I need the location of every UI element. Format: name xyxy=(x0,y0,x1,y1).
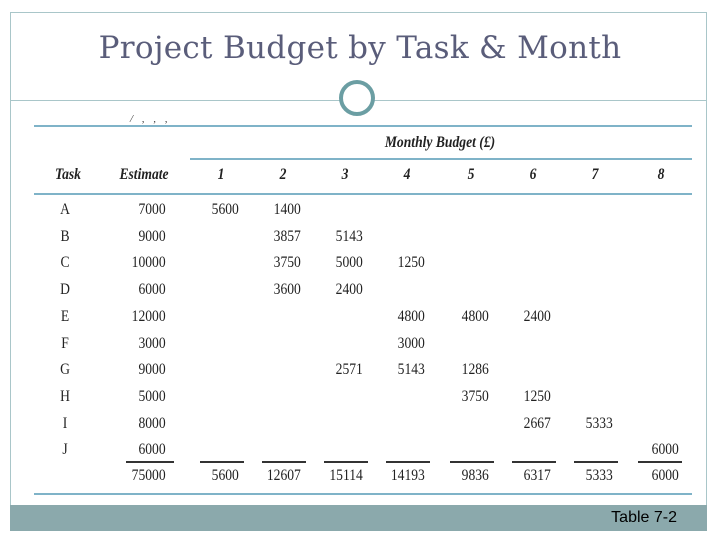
table-cell: 3750 xyxy=(461,387,489,405)
sum-underline xyxy=(450,461,494,463)
task-label: I xyxy=(62,414,68,432)
table-cell: 2571 xyxy=(335,361,363,379)
table-cell: 6000 xyxy=(138,441,166,459)
group-header-rule xyxy=(190,158,692,160)
table-top-rule xyxy=(34,125,692,127)
table-cell: 12000 xyxy=(131,307,166,325)
table-cell: 6000 xyxy=(138,281,166,299)
total-cell: 12607 xyxy=(266,467,301,484)
slide-title: Project Budget by Task & Month xyxy=(98,30,622,66)
table-cell: 3750 xyxy=(273,254,301,272)
table-cell: 5000 xyxy=(138,387,166,405)
column-header: 1 xyxy=(217,166,225,183)
column-header: 4 xyxy=(403,166,411,183)
column-header: 8 xyxy=(657,166,665,183)
sum-underline xyxy=(126,461,174,463)
table-cell: 1400 xyxy=(273,201,301,218)
total-cell: 5333 xyxy=(585,467,613,484)
task-label: C xyxy=(60,254,70,272)
table-cell: 1250 xyxy=(523,387,551,405)
column-header: 5 xyxy=(467,166,475,183)
table-cell: 2400 xyxy=(335,281,363,299)
slide-footer-bar: Table 7-2 xyxy=(10,505,707,531)
column-header: 6 xyxy=(529,166,537,183)
table-cell: 3857 xyxy=(273,227,301,245)
table-cell: 9000 xyxy=(138,361,166,379)
table-cell: 3000 xyxy=(397,334,425,352)
column-header: 7 xyxy=(591,166,599,183)
table-cell: 3600 xyxy=(273,281,301,299)
total-cell: 6000 xyxy=(651,467,679,484)
table-cell: 6000 xyxy=(651,441,679,459)
column-header: Estimate xyxy=(119,166,169,183)
sum-underline xyxy=(512,461,556,463)
task-label: A xyxy=(60,201,70,218)
sum-underline xyxy=(386,461,430,463)
sum-underline xyxy=(262,461,306,463)
total-cell: 6317 xyxy=(523,467,551,484)
table-cell: 2667 xyxy=(523,414,551,432)
table-number-label: Table 7-2 xyxy=(611,509,677,526)
table-cell: 5143 xyxy=(397,361,425,379)
table-cell: 9000 xyxy=(138,227,166,245)
table-cell: 5600 xyxy=(211,201,239,218)
task-label: J xyxy=(62,441,68,459)
total-cell: 5600 xyxy=(211,467,239,484)
table-cell: 5143 xyxy=(335,227,363,245)
table-cell: 8000 xyxy=(138,414,166,432)
column-header: Task xyxy=(55,166,81,183)
table-cell: 3000 xyxy=(138,334,166,352)
sum-underline xyxy=(574,461,618,463)
table-cell: 2400 xyxy=(523,307,551,325)
table-cell: 5000 xyxy=(335,254,363,272)
table-cell: 7000 xyxy=(138,201,166,218)
task-label: D xyxy=(60,281,70,299)
task-label: E xyxy=(60,307,70,325)
column-header: 3 xyxy=(341,166,349,183)
scan-fragment: / , , , xyxy=(130,113,171,125)
table-cell: 10000 xyxy=(131,254,166,272)
task-label: F xyxy=(61,334,69,352)
ring-ornament-icon xyxy=(339,80,375,116)
total-cell: 9836 xyxy=(461,467,489,484)
table-cell: 4800 xyxy=(461,307,489,325)
task-label: H xyxy=(60,387,70,405)
monthly-budget-header: Monthly Budget (£) xyxy=(384,134,496,151)
column-header: 2 xyxy=(279,166,287,183)
sum-underline xyxy=(200,461,244,463)
sum-underline xyxy=(324,461,368,463)
total-cell: 15114 xyxy=(329,467,363,484)
task-label: G xyxy=(60,361,70,379)
task-label: B xyxy=(60,227,70,245)
table-cell: 4800 xyxy=(397,307,425,325)
table-cell: 5333 xyxy=(585,414,613,432)
table-cell: 1286 xyxy=(461,361,489,379)
sum-underline xyxy=(638,461,682,463)
total-cell: 75000 xyxy=(131,467,166,484)
table-bottom-rule xyxy=(34,493,692,495)
header-bottom-rule xyxy=(34,193,692,195)
total-cell: 14193 xyxy=(390,467,425,484)
table-cell: 1250 xyxy=(397,254,425,272)
